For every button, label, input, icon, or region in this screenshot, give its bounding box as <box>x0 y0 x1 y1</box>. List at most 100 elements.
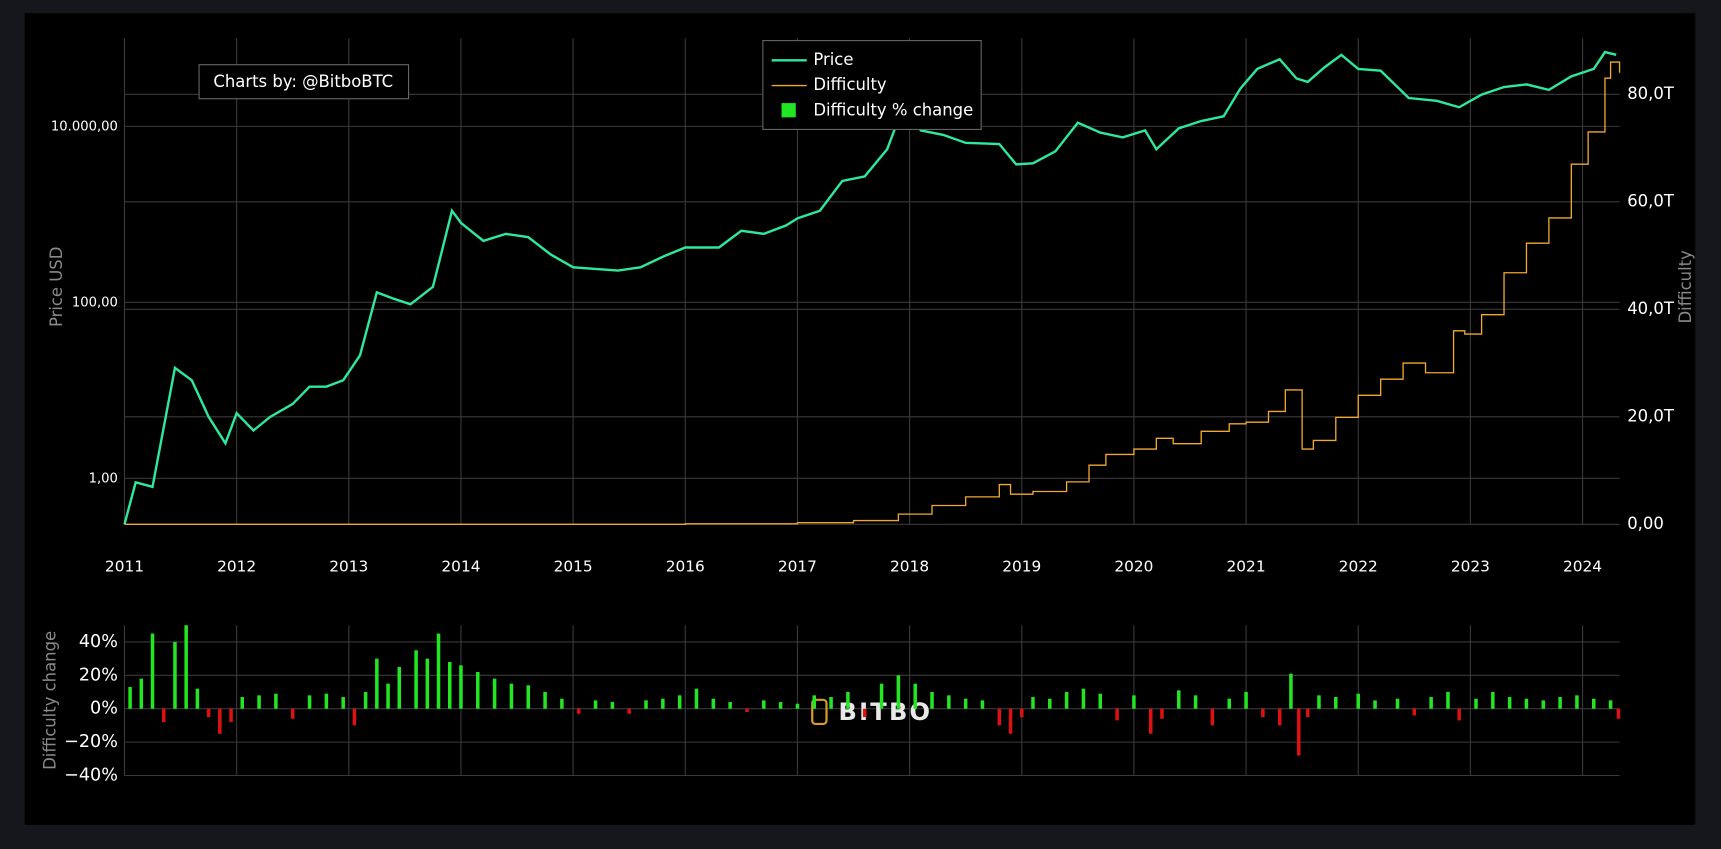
x-tick-label: 2024 <box>1563 558 1602 576</box>
bar <box>1148 708 1153 734</box>
bar <box>206 708 211 718</box>
bar <box>1064 692 1069 709</box>
bar <box>218 708 222 734</box>
bar <box>363 692 368 709</box>
x-tick-label: 2018 <box>890 558 929 576</box>
bar <box>1429 697 1433 709</box>
legend-label: Price <box>813 50 853 69</box>
bar <box>476 671 480 709</box>
y2-axis-title: Difficulty <box>1676 250 1695 324</box>
bar <box>1305 708 1310 718</box>
bar <box>1373 700 1377 709</box>
bar <box>661 698 665 709</box>
chart-panel <box>24 13 1696 825</box>
x-tick-label: 2015 <box>554 558 593 576</box>
bar <box>1277 708 1282 726</box>
bar <box>229 708 233 723</box>
bar <box>1210 708 1215 726</box>
bar <box>161 708 166 723</box>
bar <box>375 658 379 709</box>
bar <box>1395 698 1400 709</box>
bar <box>1507 697 1512 709</box>
bar <box>1412 708 1417 716</box>
bar <box>829 697 833 709</box>
bar <box>1317 695 1321 709</box>
bar <box>139 678 144 709</box>
bar <box>1115 708 1119 721</box>
bar <box>1132 695 1136 709</box>
bar <box>1261 708 1265 718</box>
bar <box>128 687 132 709</box>
bar <box>1491 692 1495 709</box>
bar <box>913 683 917 709</box>
bar <box>997 708 1002 726</box>
bar <box>274 693 278 709</box>
x-tick-label: 2016 <box>666 558 705 576</box>
y2-tick-label: 80,0T <box>1627 84 1675 103</box>
bar <box>150 633 155 709</box>
bar <box>509 683 514 709</box>
bar <box>728 702 732 709</box>
bar <box>963 698 968 709</box>
bar <box>397 666 402 709</box>
bar <box>1244 692 1248 709</box>
bar <box>560 698 564 709</box>
legend-swatch <box>781 103 796 118</box>
bar <box>1524 698 1529 709</box>
bar <box>492 678 497 709</box>
y2-tick-label: 20,0T <box>1627 406 1675 425</box>
y-tick-label: 0% <box>90 699 118 719</box>
bar <box>1474 698 1478 709</box>
bar <box>778 702 783 709</box>
bar <box>1297 708 1301 756</box>
bar <box>184 625 188 709</box>
x-tick-label: 2019 <box>1002 558 1041 576</box>
bar <box>1575 695 1579 709</box>
bar <box>1031 697 1035 709</box>
bar <box>173 641 177 709</box>
bar <box>1227 698 1231 709</box>
bar <box>1356 693 1360 709</box>
x-tick-label: 2023 <box>1451 558 1490 576</box>
bar <box>425 658 430 709</box>
bar <box>1019 708 1024 718</box>
y2-tick-label: 40,0T <box>1627 299 1675 318</box>
bar <box>862 708 867 718</box>
bar <box>1160 708 1164 719</box>
bar <box>947 695 951 709</box>
bar <box>240 697 245 709</box>
bar <box>352 708 357 726</box>
annotation-box <box>198 64 410 100</box>
y2-tick-label: 0,00 <box>1627 514 1664 533</box>
y-tick-label: −40% <box>64 766 118 786</box>
x-tick-label: 2017 <box>778 558 817 576</box>
bar <box>677 695 682 709</box>
bar <box>1048 698 1052 709</box>
bar <box>543 692 547 709</box>
bar <box>1616 708 1621 719</box>
bar <box>307 695 312 709</box>
bar <box>1081 688 1086 709</box>
bar <box>576 708 581 714</box>
bar <box>745 708 749 713</box>
x-tick-label: 2022 <box>1339 558 1378 576</box>
y-tick-label: 10.000,00 <box>51 119 118 134</box>
bar <box>1541 700 1546 709</box>
bar <box>1457 708 1461 721</box>
legend-label: Difficulty <box>813 75 887 94</box>
bar <box>447 661 452 709</box>
bar <box>1558 697 1562 709</box>
bar <box>627 708 631 714</box>
bar <box>879 683 884 709</box>
bar <box>257 695 261 709</box>
series-line <box>123 50 1617 525</box>
bar <box>795 703 800 709</box>
annotation: Charts by: @BitboBTC <box>213 72 393 91</box>
legend-label: Difficulty % change <box>813 100 973 119</box>
y-tick-label: 40% <box>79 632 118 652</box>
bar <box>1446 692 1450 709</box>
bar <box>593 700 598 709</box>
y-tick-label: −20% <box>64 732 118 752</box>
